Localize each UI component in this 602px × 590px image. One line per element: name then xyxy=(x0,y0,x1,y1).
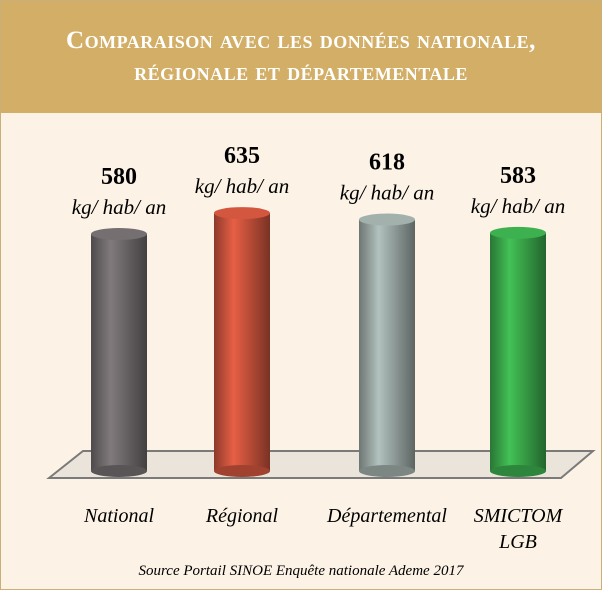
bar xyxy=(91,234,147,471)
bar xyxy=(214,213,270,471)
floor xyxy=(46,450,596,479)
header-band: Comparaison avec les données nationale, … xyxy=(1,1,601,113)
value-label: 635 xyxy=(224,143,260,169)
bar-bottom xyxy=(359,465,415,477)
bar-top xyxy=(490,226,546,239)
bar-bottom xyxy=(91,465,147,477)
bar-bottom xyxy=(214,465,270,477)
value-label: 580 xyxy=(101,164,137,190)
value-unit: kg/ hab/ an xyxy=(340,181,435,205)
value-unit: kg/ hab/ an xyxy=(195,174,290,198)
bar-top xyxy=(214,207,270,220)
category-label: Régional xyxy=(205,505,279,527)
bar-top xyxy=(91,228,147,240)
value-label: 618 xyxy=(369,150,405,176)
category-label: SMICTOM LGB xyxy=(473,505,563,553)
bar-top xyxy=(359,213,415,226)
bar xyxy=(490,232,546,471)
bar-bottom xyxy=(490,465,546,477)
value-unit: kg/ hab/ an xyxy=(471,194,566,218)
value-unit: kg/ hab/ an xyxy=(72,195,167,219)
category-label: National xyxy=(83,505,154,527)
category-label: Départemental xyxy=(327,505,447,527)
source-note: Source Portail SINOE Enquête nationale A… xyxy=(138,563,464,579)
chart-title: Comparaison avec les données nationale, … xyxy=(66,27,536,86)
bar xyxy=(359,219,415,471)
value-label: 583 xyxy=(500,163,536,189)
